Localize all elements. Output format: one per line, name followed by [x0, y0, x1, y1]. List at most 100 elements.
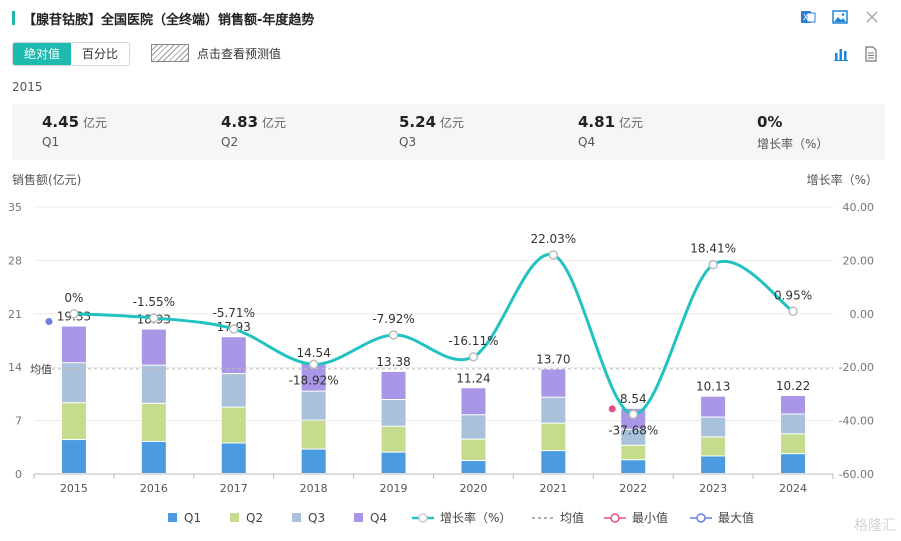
legend-label: Q1: [184, 511, 201, 525]
growth-point: [468, 352, 479, 362]
bar-q1: [141, 441, 166, 473]
stat-value: 0%: [757, 113, 783, 131]
y-tick-label: 7: [15, 415, 22, 428]
y-tick-label: 0: [15, 468, 22, 481]
legend-label: Q2: [246, 511, 263, 525]
max-value-marker: [45, 318, 53, 326]
top-toolbar: X: [799, 8, 881, 26]
x-tick-label: 2023: [699, 482, 727, 495]
bar-q1: [381, 452, 406, 473]
legend-marker: [696, 513, 706, 523]
forecast-toggle[interactable]: 点击查看预测值: [151, 44, 281, 62]
growth-point: [69, 309, 79, 319]
svg-text:X: X: [803, 13, 809, 22]
bar-q3: [301, 391, 326, 420]
bar-q3: [61, 363, 86, 403]
x-tick-label: 2024: [779, 482, 807, 495]
bar-total-label: 8.54: [620, 392, 647, 406]
y2-tick-label: 20.00: [843, 254, 875, 267]
x-tick-label: 2021: [539, 482, 567, 495]
summary-stat-q1: 4.45 亿元 Q1: [42, 112, 107, 149]
legend-label: 均值: [560, 510, 584, 525]
legend-marker: [418, 513, 428, 523]
percentage-button[interactable]: 百分比: [71, 43, 130, 65]
growth-point: [308, 359, 319, 370]
excel-icon[interactable]: X: [799, 8, 817, 26]
growth-point: [628, 409, 638, 420]
chart-title-bar: 【腺苷钴胺】全国医院（全终端）销售额-年度趋势: [12, 8, 314, 28]
legend-label: 最小值: [632, 510, 668, 525]
absolute-value-button[interactable]: 绝对值: [13, 43, 72, 65]
growth-label: -7.92%: [372, 312, 414, 326]
x-tick-label: 2020: [459, 482, 487, 495]
stat-label: Q4: [578, 135, 596, 149]
bar-q2: [541, 423, 566, 451]
bar-q1: [301, 449, 326, 473]
bar-q1: [61, 440, 86, 473]
title-accent-bar: [12, 11, 15, 25]
bar-q3: [221, 374, 246, 407]
forecast-hatch-swatch: [151, 44, 189, 62]
bar-chart-icon[interactable]: [833, 46, 849, 62]
growth-point: [708, 259, 718, 270]
x-tick-label: 2022: [619, 482, 647, 495]
image-icon[interactable]: [831, 8, 849, 26]
legend-label: 最大值: [718, 510, 754, 525]
stat-label: 增长率（%）: [757, 137, 829, 151]
bar-q2: [301, 420, 326, 449]
y-tick-label: 21: [8, 308, 22, 321]
bar-q3: [381, 400, 406, 426]
bar-q2: [141, 403, 166, 441]
bar-total-label: 10.13: [696, 380, 730, 394]
stat-value: 5.24: [399, 113, 437, 131]
growth-label: 22.03%: [530, 232, 576, 246]
summary-stat-growth: 0% 增长率（%）: [757, 112, 828, 152]
document-icon[interactable]: [863, 46, 879, 62]
y2-tick-label: -60.00: [839, 468, 874, 481]
growth-point: [149, 313, 159, 323]
bar-q2: [61, 403, 86, 440]
stat-label: Q1: [42, 135, 60, 149]
stat-unit: 亿元: [262, 116, 287, 130]
growth-label: -5.71%: [213, 306, 255, 320]
stat-unit: 亿元: [83, 116, 108, 130]
bar-q1: [541, 451, 566, 473]
bar-total-label: 13.38: [376, 355, 410, 369]
legend-swatch: [292, 513, 301, 522]
legend-swatch: [168, 513, 177, 522]
growth-label: -18.92%: [289, 373, 339, 387]
sales-trend-chart: 销售额(亿元) 增长率（%） 0 7 14 21 28 35 -60.00 -40.00 -20.0…: [8, 172, 896, 534]
bar-total-label: 11.24: [456, 371, 490, 385]
growth-label: 0%: [64, 291, 83, 305]
growth-label: -37.68%: [608, 423, 658, 437]
y-tick-label: 28: [8, 254, 22, 267]
growth-label: 0.95%: [774, 288, 812, 302]
summary-stat-q3: 5.24 亿元 Q3: [399, 112, 464, 149]
summary-stat-q4: 4.81 亿元 Q4: [578, 112, 643, 149]
stat-value: 4.81: [578, 113, 616, 131]
close-icon[interactable]: [863, 8, 881, 26]
stat-label: Q2: [221, 135, 239, 149]
summary-panel: 4.45 亿元 Q1 4.83 亿元 Q2 5.24 亿元 Q3 4.81 亿元 Q4 …: [12, 104, 885, 160]
y-tick-label: 35: [8, 201, 22, 214]
bar-q1: [701, 456, 726, 473]
growth-point: [788, 306, 798, 317]
y-axis-title: 销售额(亿元): [12, 172, 81, 187]
y2-tick-label: 40.00: [843, 201, 875, 214]
x-tick-label: 2017: [220, 482, 248, 495]
y2-tick-label: -40.00: [839, 415, 874, 428]
stat-unit: 亿元: [619, 116, 644, 130]
bar-total-label: 14.54: [296, 346, 330, 360]
view-switcher: [833, 46, 879, 62]
chart-title: 【腺苷钴胺】全国医院（全终端）销售额-年度趋势: [23, 12, 315, 28]
stat-value: 4.83: [221, 113, 259, 131]
bar-q4: [381, 371, 406, 400]
bar-q3: [701, 417, 726, 437]
bar-q1: [461, 461, 486, 473]
bar-q3: [141, 365, 166, 403]
x-tick-label: 2015: [60, 482, 88, 495]
bar-q1: [221, 443, 246, 473]
mean-label: 均值: [30, 363, 52, 376]
y2-axis-title: 增长率（%）: [807, 172, 878, 187]
growth-point: [388, 330, 399, 340]
